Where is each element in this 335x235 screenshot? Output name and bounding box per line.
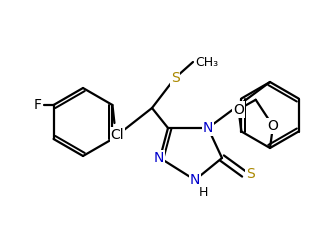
Text: N: N <box>154 151 164 165</box>
Text: S: S <box>171 71 179 85</box>
Text: O: O <box>268 119 278 133</box>
Text: O: O <box>233 102 244 117</box>
Text: N: N <box>203 121 213 135</box>
Text: Cl: Cl <box>111 128 124 142</box>
Text: S: S <box>246 167 254 181</box>
Text: H: H <box>199 187 208 200</box>
Text: N: N <box>190 173 200 187</box>
Text: CH₃: CH₃ <box>195 55 218 68</box>
Text: F: F <box>34 98 42 112</box>
